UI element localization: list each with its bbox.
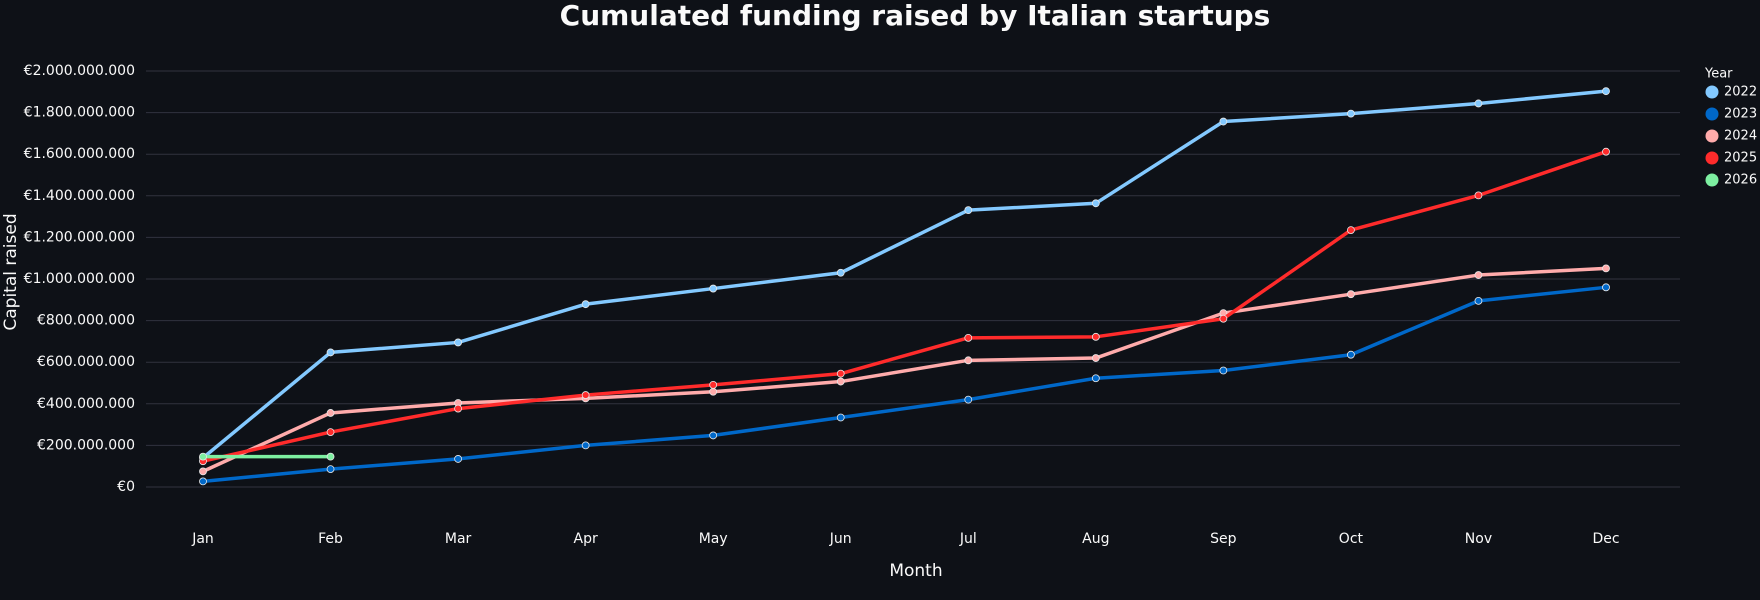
y-tick-label: €2.000.000.000 [24,63,135,79]
point [1091,374,1100,383]
x-tick-label: May [699,531,728,547]
point [1602,147,1610,156]
legend-label: 2024 [1724,129,1757,144]
point [1347,226,1355,235]
point [326,409,335,417]
point [964,206,973,215]
point [454,455,462,463]
x-tick-label: Nov [1465,531,1492,547]
legend-label: 2023 [1724,107,1757,122]
point [581,300,590,309]
y-tick-label: €1.400.000.000 [24,188,135,204]
x-tick-label: Jul [959,531,977,547]
point [454,404,462,413]
point [964,333,973,342]
legend-swatch [1705,85,1719,99]
point [709,380,718,389]
point [581,441,590,450]
point [1219,117,1228,126]
legend-label: 2026 [1724,173,1757,188]
y-tick-label: €600.000.000 [37,354,135,370]
point [1602,264,1610,273]
x-tick-label: Aug [1082,531,1109,547]
point [1091,354,1100,362]
x-tick-label: Feb [318,531,343,547]
series-line [202,266,1607,473]
point [709,431,718,440]
point [836,377,845,386]
point [1602,87,1610,96]
point [1474,191,1483,200]
point [1474,99,1483,108]
legend-swatch [1705,173,1719,187]
point [326,428,335,436]
point [326,465,335,474]
point [199,477,207,486]
y-axis-title: Capital raised [1,213,21,330]
point [709,284,718,293]
point [1219,366,1228,375]
chart-title: Cumulated funding raised by Italian star… [560,0,1271,32]
x-tick-label: Sep [1210,531,1237,547]
point [836,369,845,378]
legend-label: 2025 [1724,151,1757,166]
y-tick-label: €800.000.000 [37,313,135,329]
point [326,452,335,461]
legend-swatch [1705,129,1719,143]
y-tick-label: €400.000.000 [37,396,135,412]
point [836,413,845,422]
series-line [202,285,1607,484]
point [326,348,335,357]
y-tick-label: €1.000.000.000 [24,271,135,287]
point [581,391,590,399]
point [454,338,462,347]
point [1091,199,1100,208]
legend-label: 2022 [1724,85,1757,100]
x-tick-label: Jan [191,531,214,547]
y-tick-label: €1.600.000.000 [24,146,135,162]
legend-swatch [1705,151,1719,165]
x-tick-label: Apr [574,531,598,547]
y-tick-label: €0 [117,479,135,495]
point [1219,314,1228,323]
point [1347,290,1355,299]
point [199,452,207,461]
point [836,268,845,277]
point [1347,350,1355,359]
x-axis-title: Month [889,561,942,581]
legend-title: Year [1704,67,1733,82]
y-tick-label: €1.200.000.000 [24,229,135,245]
point [1602,283,1610,292]
point [199,467,207,476]
x-tick-label: Mar [445,531,472,547]
series-line [201,89,1607,460]
point [1091,332,1100,341]
point [1347,109,1355,118]
x-tick-label: Jun [829,531,852,547]
legend-swatch [1705,107,1719,121]
y-tick-label: €200.000.000 [37,437,135,453]
point [1474,271,1483,279]
point [1474,296,1483,305]
y-tick-label: €1.800.000.000 [24,105,135,121]
series-line [202,150,1607,463]
point [964,395,973,404]
x-tick-label: Dec [1592,531,1619,547]
point [709,387,718,396]
point [964,356,973,365]
x-tick-label: Oct [1339,531,1364,547]
